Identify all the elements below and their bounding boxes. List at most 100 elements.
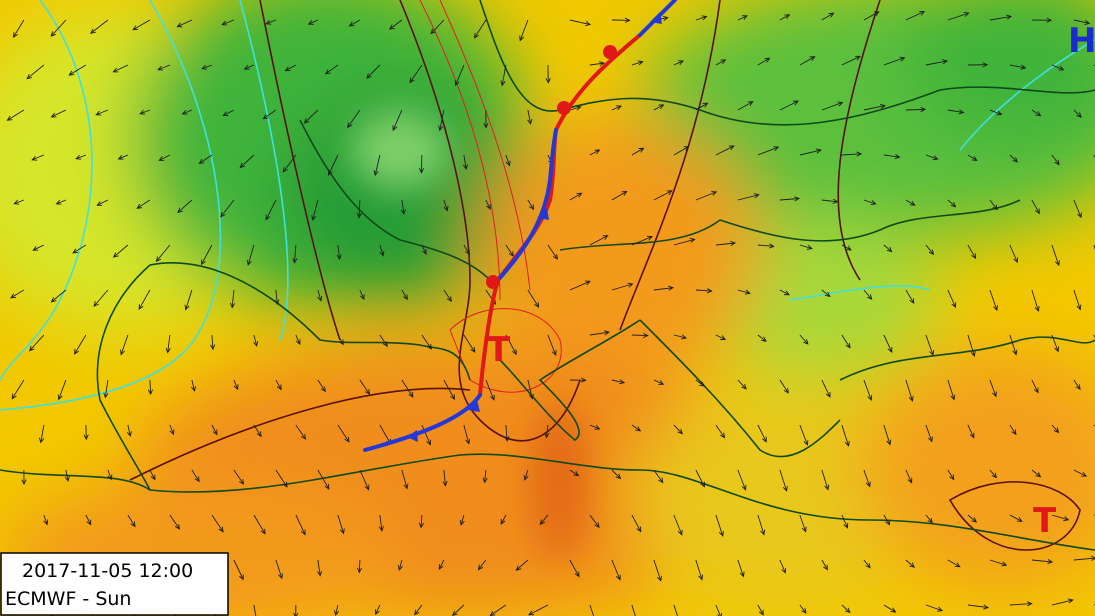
wind-arrow [925, 514, 933, 524]
wind-arrow [841, 604, 851, 614]
wind-arrow [239, 154, 255, 169]
wind-arrow [55, 199, 67, 205]
wind-arrow [222, 109, 235, 117]
wind-arrow [757, 514, 766, 536]
wind-arrow [989, 199, 998, 211]
wind-arrow [243, 64, 255, 70]
wind-arrow [967, 334, 976, 357]
wind-arrow [757, 243, 775, 249]
wind-arrow [1009, 514, 1023, 522]
wind-arrow [211, 424, 218, 436]
wind-arrow [1051, 424, 1060, 434]
wind-arrow [1009, 244, 1018, 264]
wind-arrow [233, 469, 245, 485]
wind-arrow [715, 424, 726, 439]
wind-arrow [967, 604, 990, 610]
info-box-frame [0, 552, 229, 616]
wind-arrow [757, 604, 764, 616]
wind-arrow [947, 199, 957, 208]
wind-arrow [947, 469, 955, 481]
wind-arrow [253, 424, 262, 438]
wind-arrow [821, 289, 831, 298]
wind-arrow [482, 469, 488, 484]
wind-arrow [292, 244, 298, 264]
wind-arrow [126, 424, 132, 438]
wind-arrow [275, 379, 282, 391]
fronts [363, 0, 677, 452]
wind-arrow [356, 559, 363, 574]
wind-arrow [112, 244, 129, 258]
wind-arrow [589, 424, 601, 430]
wind-arrow [6, 109, 25, 121]
wind-arrow [905, 559, 915, 568]
wind-arrow [328, 154, 339, 176]
wind-arrow [233, 559, 244, 581]
wind-arrow [149, 469, 156, 481]
wind-arrow [905, 379, 914, 402]
wind-arrow [653, 190, 673, 201]
wind-arrow [388, 19, 403, 30]
wind-arrow [539, 514, 549, 526]
wind-arrow [93, 289, 109, 307]
wind-arrow [1051, 154, 1060, 166]
wind-arrow [253, 604, 259, 616]
wind-arrow [418, 514, 424, 529]
wind-arrow [695, 469, 705, 488]
wind-arrow [545, 64, 551, 84]
wind-arrow [366, 64, 381, 79]
wind-arrow [905, 106, 927, 113]
wind-arrow [925, 154, 939, 161]
wind-arrow [779, 379, 789, 394]
wind-arrow [442, 469, 448, 487]
wind-arrow [589, 61, 605, 67]
wind-arrow [303, 109, 319, 124]
wind-arrow [515, 559, 529, 571]
wind-arrow [653, 285, 674, 291]
wind-arrow [347, 109, 361, 129]
wind-arrow [695, 559, 704, 581]
wind-arrow [463, 334, 476, 353]
wind-arrow [631, 604, 636, 616]
wind-arrow [821, 101, 844, 111]
coastlines [0, 0, 1095, 551]
wind-arrow [523, 469, 529, 481]
wind-arrow [695, 102, 709, 111]
wind-arrow [947, 559, 961, 568]
wind-arrow [1031, 559, 1054, 565]
wind-arrow [841, 244, 852, 251]
wind-arrow [265, 199, 277, 221]
wind-arrow [1051, 598, 1074, 606]
wind-arrow [274, 289, 280, 306]
wind-arrow [155, 244, 171, 263]
wind-arrow [673, 514, 683, 536]
wind-arrow [653, 379, 665, 385]
wind-arrow [905, 199, 916, 206]
wind-arrow [421, 334, 433, 350]
wind-arrow [220, 199, 235, 218]
wind-arrow [85, 514, 92, 526]
front-symbol [407, 430, 418, 442]
wind-arrow [967, 424, 975, 439]
wind-arrow [653, 469, 664, 484]
wind-arrow [611, 559, 621, 581]
wind-arrow [68, 64, 87, 76]
wind-arrow [569, 105, 582, 111]
wind-arrow [737, 289, 751, 295]
wind-arrow [611, 190, 628, 201]
wind-arrow [31, 154, 45, 161]
high-pressure-label: H [1068, 21, 1095, 61]
wind-arrow [1073, 199, 1082, 219]
wind-arrow [397, 559, 403, 572]
wind-arrow [967, 244, 977, 260]
wind-arrow [348, 19, 361, 27]
wind-arrow [863, 289, 873, 301]
wind-arrow [1009, 334, 1018, 356]
wind-arrow [28, 334, 45, 352]
wind-arrow [96, 199, 109, 206]
wind-arrow [462, 154, 469, 171]
wind-arrow [883, 334, 893, 353]
wind-arrow [799, 56, 816, 66]
wind-arrow [883, 56, 906, 66]
wind-arrow [132, 19, 151, 31]
